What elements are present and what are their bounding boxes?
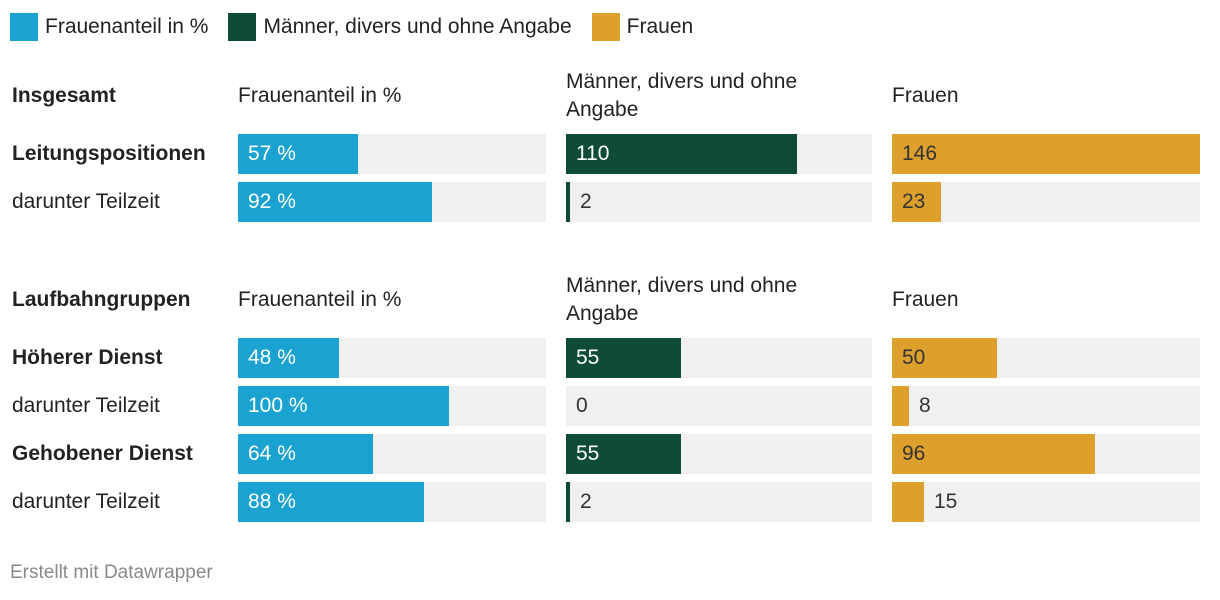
bar-women [892, 434, 1095, 474]
bar-share [238, 134, 358, 174]
section-title: Laufbahngruppen [12, 288, 191, 311]
bar-share [238, 482, 424, 522]
bar-label-men: 55 [576, 442, 600, 465]
legend-label-women: Frauen [626, 15, 694, 38]
legend-label-share: Frauenanteil in % [45, 15, 209, 38]
section-title: Insgesamt [12, 84, 116, 107]
bar-men [566, 338, 681, 378]
bar-label-men: 2 [580, 190, 592, 213]
column-header: Frauen [892, 288, 959, 311]
bar-track: 110 [566, 134, 872, 174]
row-label: Leitungspositionen [12, 142, 206, 165]
bar-label-share: 100 % [248, 394, 308, 417]
bar-men [566, 134, 797, 174]
bar-track: 8 [892, 386, 1200, 426]
bar-label-women: 146 [902, 142, 938, 165]
bar-track: 57 % [238, 134, 546, 174]
legend-label-men: Männer, divers und ohne Angabe [263, 15, 572, 38]
bar-track: 146 [892, 134, 1200, 174]
bar-women [892, 134, 1200, 174]
row-label: Höherer Dienst [12, 346, 163, 369]
bar-label-share: 92 % [248, 190, 296, 213]
column-header: Frauenanteil in % [238, 84, 402, 107]
bar-label-women: 23 [902, 190, 926, 213]
bar-track: 50 [892, 338, 1200, 378]
bar-track: 96 [892, 434, 1200, 474]
bar-label-men: 0 [576, 394, 588, 417]
bar-label-women: 50 [902, 346, 926, 369]
column-header: Frauen [892, 84, 959, 107]
bar-share [238, 338, 339, 378]
bar-track: 55 [566, 338, 872, 378]
bar-track: 55 [566, 434, 872, 474]
bar-label-women: 96 [902, 442, 926, 465]
bar-men [566, 182, 570, 222]
bar-label-men: 55 [576, 346, 600, 369]
legend-swatch-men [228, 13, 257, 41]
bar-label-men: 2 [580, 490, 592, 513]
legend: Frauenanteil in % Männer, divers und ohn… [10, 12, 713, 42]
bar-women [892, 482, 924, 522]
bar-track: 64 % [238, 434, 546, 474]
bar-track: 88 % [238, 482, 546, 522]
bar-share [238, 434, 373, 474]
bar-track: 2 [566, 482, 872, 522]
bar-track: 100 % [238, 386, 546, 426]
row-label: darunter Teilzeit [12, 394, 160, 417]
bar-track: 92 % [238, 182, 546, 222]
bar-women [892, 182, 941, 222]
column-header: Frauenanteil in % [238, 288, 402, 311]
legend-item-men: Männer, divers und ohne Angabe [228, 13, 572, 41]
bar-track: 48 % [238, 338, 546, 378]
bar-label-share: 64 % [248, 442, 296, 465]
bar-label-women: 8 [919, 394, 931, 417]
column-header: Männer, divers und ohne Angabe [566, 70, 798, 121]
bar-track: 15 [892, 482, 1200, 522]
bar-track: 2 [566, 182, 872, 222]
bar-women [892, 338, 997, 378]
bar-share [238, 386, 449, 426]
bar-track: 23 [892, 182, 1200, 222]
bar-men [566, 434, 681, 474]
bar-track: 0 [566, 386, 872, 426]
legend-item-share: Frauenanteil in % [10, 13, 208, 41]
row-label: Gehobener Dienst [12, 442, 193, 465]
row-label: darunter Teilzeit [12, 190, 160, 213]
legend-swatch-women [591, 13, 620, 41]
legend-item-women: Frauen [591, 13, 694, 41]
row-label: darunter Teilzeit [12, 490, 160, 513]
bar-label-women: 15 [934, 490, 958, 513]
bar-men [566, 482, 570, 522]
bar-share [238, 182, 432, 222]
bar-label-share: 48 % [248, 346, 296, 369]
bar-label-men: 110 [576, 142, 610, 165]
bar-women [892, 386, 909, 426]
bar-label-share: 57 % [248, 142, 296, 165]
column-header: Männer, divers und ohne Angabe [566, 274, 798, 325]
legend-swatch-share [10, 13, 38, 41]
bar-label-share: 88 % [248, 490, 296, 513]
footer-credit: Erstellt mit Datawrapper [10, 562, 213, 583]
